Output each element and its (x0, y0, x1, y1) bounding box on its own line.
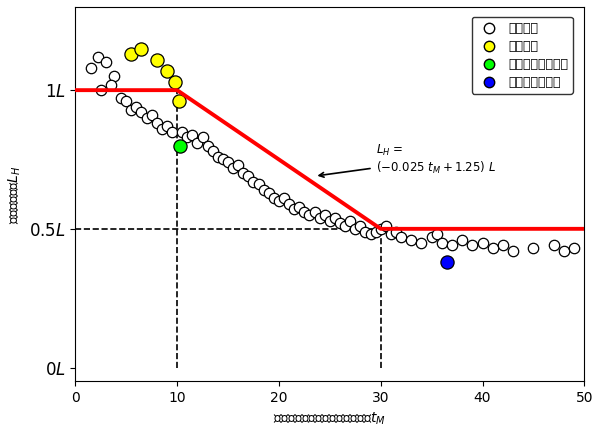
X-axis label: 圧密沈下による影響評価係数　$t_M$: 圧密沈下による影響評価係数 $t_M$ (274, 411, 386, 427)
Text: $L_H$ =
$(-0.025\ t_M + 1.25)\ L$: $L_H$ = $(-0.025\ t_M + 1.25)\ L$ (319, 143, 496, 177)
Legend: 解析結果, 遠心実験, 佐藤らの現場計測, 高橋の現場計測: 解析結果, 遠心実験, 佐藤らの現場計測, 高橋の現場計測 (472, 17, 573, 94)
Y-axis label: 換算載荷長　$L_H$: 換算載荷長 $L_H$ (7, 165, 23, 224)
